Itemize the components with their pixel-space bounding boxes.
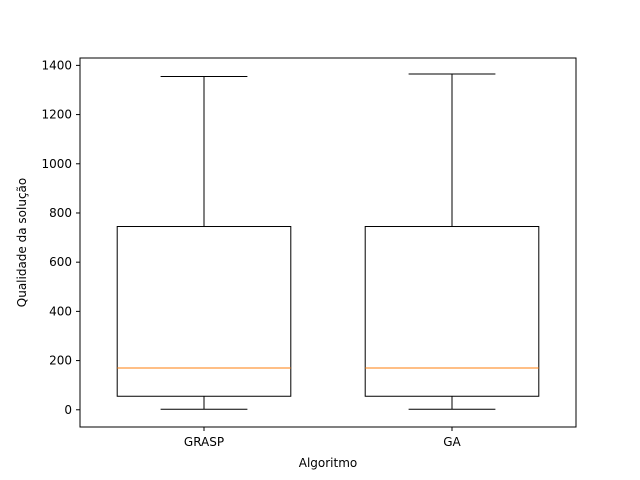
x-axis-label: Algoritmo	[299, 456, 358, 470]
y-tick-label: 1400	[41, 58, 72, 72]
y-tick-label: 200	[49, 354, 72, 368]
y-tick-label: 1000	[41, 157, 72, 171]
y-tick-label: 800	[49, 206, 72, 220]
y-tick-label: 0	[64, 403, 72, 417]
box-grasp	[116, 226, 292, 397]
y-axis-label: Qualidade da solução	[15, 178, 29, 307]
x-tick-label: GRASP	[184, 435, 224, 449]
y-tick-label: 400	[49, 304, 72, 318]
plot-area-frame	[79, 57, 577, 428]
x-tick-label: GA	[443, 435, 461, 449]
y-tick-label: 1200	[41, 108, 72, 122]
box-ga	[364, 226, 540, 397]
y-tick-label: 600	[49, 255, 72, 269]
